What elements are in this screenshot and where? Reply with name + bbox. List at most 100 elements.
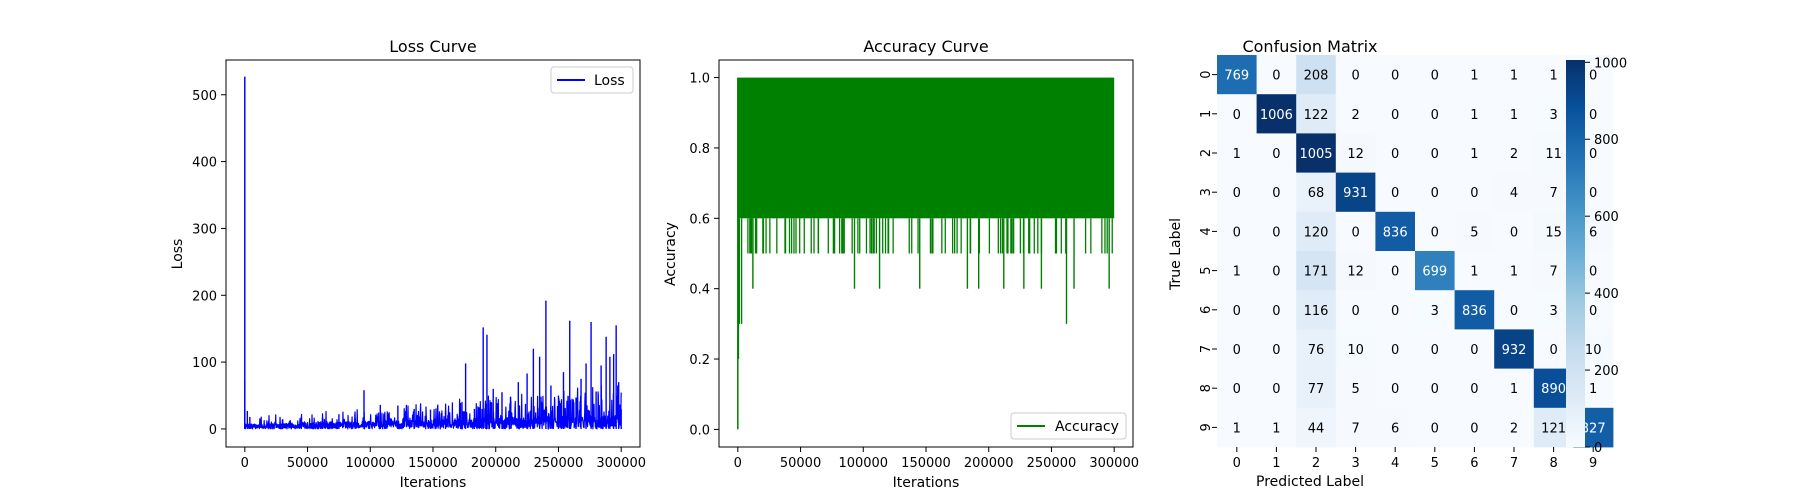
confusion-matrix-cell [1494, 172, 1535, 213]
confusion-matrix-cell [1454, 329, 1495, 369]
confusion-matrix-cell [1296, 211, 1337, 252]
confusion-matrix-cell [1375, 251, 1416, 291]
loss-y-tick-label: 500 [192, 89, 217, 104]
confusion-matrix-cell [1296, 290, 1337, 330]
confusion-matrix-cell-label: 10 [1347, 343, 1364, 358]
confusion-matrix-cell-label: 171 [1304, 265, 1329, 280]
accuracy-series-lines [737, 77, 1113, 430]
confusion-matrix-cell [1217, 290, 1257, 330]
confusion-matrix-cell [1217, 172, 1257, 213]
confusion-matrix-cell [1375, 368, 1416, 409]
confusion-matrix-cell [1375, 290, 1416, 330]
confusion-matrix-cell-label: 1 [1549, 69, 1557, 84]
accuracy-x-axis-label: Iterations [893, 475, 960, 491]
accuracy-y-tick-label: 0.0 [689, 423, 710, 438]
confusion-matrix-cell-label: 5 [1470, 225, 1478, 240]
confusion-matrix-cell [1415, 211, 1455, 252]
confusion-matrix-cell-label: 0 [1589, 265, 1597, 280]
loss-x-tick-label: 250000 [534, 456, 584, 471]
confusion-matrix-cell-label: 6 [1391, 421, 1399, 436]
confusion-matrix-y-tick-label: 6 [1199, 306, 1214, 314]
accuracy-x-tick-label: 50000 [780, 456, 821, 471]
accuracy-chart: Accuracy Curve 0 50000 100000 150000 200000 2… [663, 37, 1139, 491]
colorbar-tick-label: 600 [1594, 210, 1619, 225]
colorbar-tick-label: 0 [1594, 441, 1602, 456]
confusion-matrix-cell-label: 6 [1589, 225, 1597, 240]
confusion-matrix-cell-label: 0 [1431, 147, 1439, 162]
loss-x-tick-label: 300000 [596, 456, 646, 471]
confusion-matrix-x-tick-label: 5 [1431, 456, 1439, 471]
accuracy-legend: Accuracy [1010, 412, 1127, 440]
loss-x-tick-label: 100000 [345, 456, 395, 471]
loss-plot-content [244, 76, 622, 430]
confusion-matrix-cell-label: 836 [1462, 304, 1487, 319]
confusion-matrix-cell-label: 0 [1351, 225, 1359, 240]
confusion-matrix-cell-label: 0 [1549, 343, 1557, 358]
confusion-matrix-cell-label: 3 [1431, 304, 1439, 319]
confusion-matrix-cell [1256, 407, 1297, 448]
confusion-matrix-cell-label: 0 [1470, 186, 1478, 201]
confusion-matrix-cell [1494, 251, 1535, 291]
confusion-matrix-x-tick-label: 6 [1470, 456, 1478, 471]
confusion-matrix-cell [1296, 133, 1337, 173]
confusion-matrix-cell [1256, 368, 1297, 409]
loss-y-axis-label: Loss [170, 239, 186, 270]
confusion-matrix-cell [1256, 251, 1297, 291]
loss-plot-area [226, 60, 640, 447]
confusion-matrix-x-axis-label: Predicted Label [1256, 474, 1364, 490]
confusion-matrix-x-tick-label: 8 [1549, 456, 1557, 471]
confusion-matrix-cell-label: 68 [1308, 186, 1325, 201]
accuracy-chart-title: Accuracy Curve [863, 37, 988, 56]
confusion-matrix-cell-label: 890 [1541, 382, 1566, 397]
confusion-matrix-cell [1454, 407, 1495, 448]
confusion-matrix-cell-label: 0 [1391, 186, 1399, 201]
confusion-matrix-cell [1296, 172, 1337, 213]
confusion-matrix-cell [1415, 407, 1455, 448]
confusion-matrix-cell-label: 7 [1549, 186, 1557, 201]
confusion-matrix-cell-label: 0 [1351, 69, 1359, 84]
accuracy-y-tick-label: 0.8 [689, 142, 710, 157]
colorbar-tick-label: 1000 [1594, 56, 1627, 71]
confusion-matrix-cell [1335, 172, 1376, 213]
confusion-matrix-cell [1335, 133, 1376, 173]
accuracy-legend-label: Accuracy [1055, 419, 1119, 435]
confusion-matrix-cell-label: 0 [1470, 421, 1478, 436]
colorbar-tick-label: 400 [1594, 287, 1619, 302]
confusion-matrix-cell [1454, 211, 1495, 252]
loss-spikes [244, 76, 622, 429]
confusion-matrix-cell-label: 0 [1470, 343, 1478, 358]
loss-legend-label: Loss [594, 73, 625, 89]
confusion-matrix-cell-label: 0 [1272, 225, 1280, 240]
accuracy-legend-box [1010, 412, 1127, 440]
accuracy-x-tick-label: 200000 [964, 456, 1014, 471]
confusion-matrix-x-tick-label: 4 [1391, 456, 1399, 471]
confusion-matrix-y-tick-label: 0 [1199, 70, 1214, 78]
confusion-matrix-cell [1217, 251, 1257, 291]
confusion-matrix-cell-label: 1 [1510, 108, 1518, 123]
loss-chart-title: Loss Curve [389, 37, 476, 56]
confusion-matrix-cell [1296, 251, 1337, 291]
confusion-matrix-cell [1296, 368, 1337, 409]
confusion-matrix-cell [1415, 133, 1455, 173]
confusion-matrix-cell-label: 2 [1510, 147, 1518, 162]
confusion-matrix-x-ticks: 0 1 2 3 4 5 6 7 8 9 [1233, 447, 1597, 471]
confusion-matrix-cell-label: 12 [1347, 265, 1364, 280]
loss-x-tick-label: 50000 [287, 456, 328, 471]
confusion-matrix-cell-label: 0 [1510, 225, 1518, 240]
confusion-matrix-cell [1296, 55, 1337, 95]
confusion-matrix-cell-label: 4 [1510, 186, 1518, 201]
confusion-matrix-cell-label: 120 [1304, 225, 1329, 240]
confusion-matrix-y-tick-label: 1 [1199, 110, 1214, 118]
confusion-matrix-cell-label: 0 [1510, 304, 1518, 319]
confusion-matrix-cell [1256, 172, 1297, 213]
confusion-matrix-cell [1335, 251, 1376, 291]
confusion-matrix-cell-label: 0 [1391, 382, 1399, 397]
confusion-matrix-y-tick-label: 9 [1199, 423, 1214, 431]
confusion-matrix-y-tick-label: 2 [1199, 149, 1214, 157]
confusion-matrix-cell [1494, 368, 1535, 409]
confusion-matrix-cell-label: 1 [1233, 421, 1241, 436]
confusion-matrix-cell [1454, 290, 1495, 330]
confusion-matrix-cell-label: 0 [1233, 343, 1241, 358]
